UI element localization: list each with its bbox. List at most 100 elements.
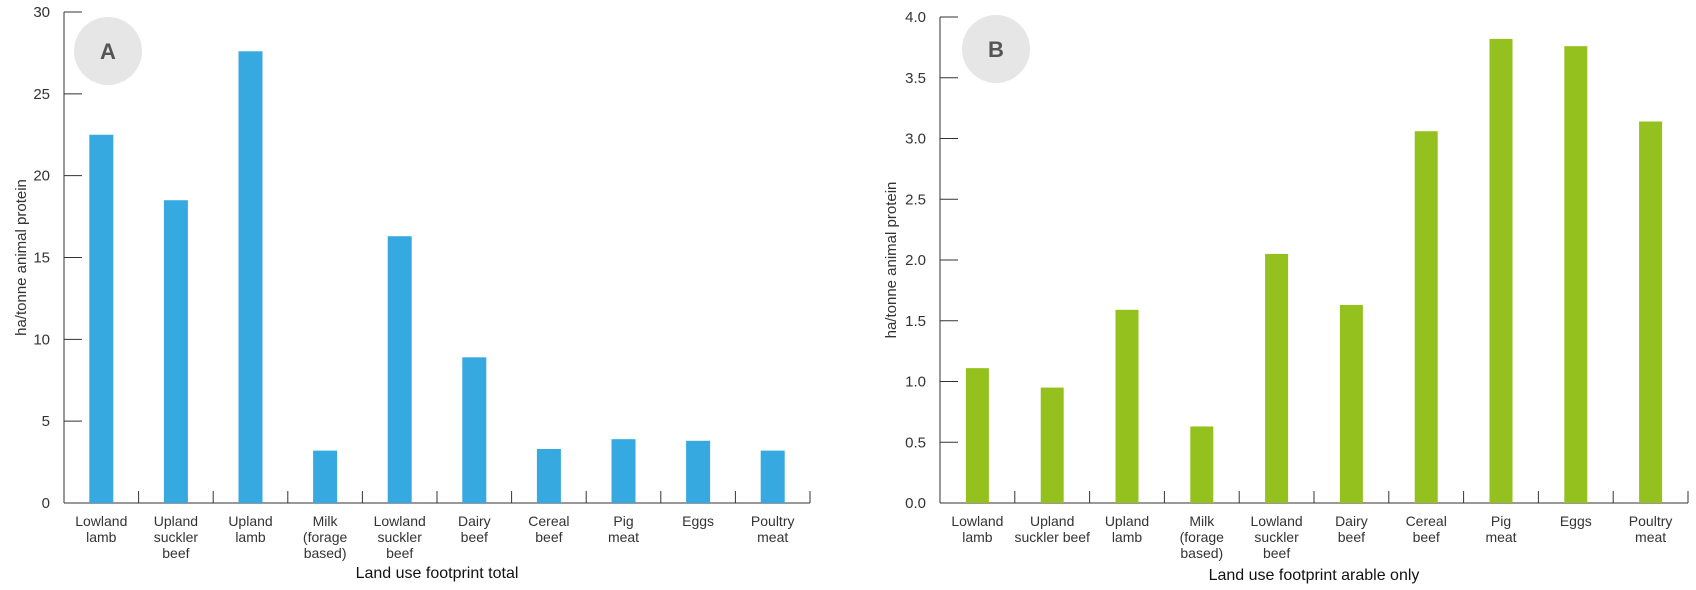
x-category-label-line: Upland xyxy=(1105,513,1149,529)
x-category-label: Dairy beef xyxy=(1335,513,1368,545)
x-category-label-line: Lowland xyxy=(1251,513,1303,529)
bar xyxy=(238,51,263,503)
x-category-label-line: lamb xyxy=(1112,529,1143,545)
bar xyxy=(1115,309,1139,503)
bar xyxy=(1414,131,1438,503)
y-tick-label: 20 xyxy=(33,168,50,185)
x-category-label-line: Poultry xyxy=(1629,513,1673,529)
bar xyxy=(387,236,412,503)
y-tick-label: 10 xyxy=(33,331,50,348)
y-tick-label: 1.5 xyxy=(905,313,926,330)
x-category-label-line: (forage xyxy=(1180,529,1225,545)
y-tick-label: 30 xyxy=(33,4,50,21)
x-category-label-line: Upland xyxy=(228,513,272,529)
y-tick-label: 15 xyxy=(33,250,50,267)
x-category-label-line: Pig xyxy=(613,513,633,529)
x-category-label: Milk (forage based) xyxy=(1180,513,1225,561)
x-category-label-line: based) xyxy=(1180,545,1223,561)
y-tick-label: 0 xyxy=(42,495,50,512)
y-tick-label: 0.0 xyxy=(905,495,926,512)
x-category-label: Upland lamb xyxy=(1105,513,1149,545)
x-category-label-line: beef xyxy=(162,545,189,561)
bar xyxy=(89,134,114,503)
y-tick-label: 5 xyxy=(42,413,50,430)
y-axis-title: ha/tonne animal protein xyxy=(13,179,30,336)
x-category-label-line: lamb xyxy=(86,529,117,545)
y-tick-label: 2.0 xyxy=(905,252,926,269)
x-category-label-line: suckler beef xyxy=(1014,529,1090,545)
y-axis-title: ha/tonne animal protein xyxy=(883,182,900,339)
x-category-label-line: Eggs xyxy=(1560,513,1592,529)
y-tick-label: 3.0 xyxy=(905,131,926,148)
x-category-label-line: Lowland xyxy=(75,513,127,529)
x-category-label: Cereal beef xyxy=(528,513,569,545)
x-category-label: Poultry meat xyxy=(751,513,795,545)
x-category-label-line: suckler xyxy=(1254,529,1299,545)
x-category-label-line: lamb xyxy=(235,529,266,545)
x-category-label-line: Milk xyxy=(313,513,339,529)
x-category-label-line: Cereal xyxy=(528,513,569,529)
y-tick-label: 4.0 xyxy=(905,9,926,26)
bar xyxy=(1564,46,1588,503)
panel-a-chart: A 0 5 10 15 20 25 30 ha/tonne animal protein Lowl… xyxy=(13,4,811,582)
x-category-label-line: Upland xyxy=(154,513,198,529)
panel-b-chart: B 0.0 0.5 1.0 1.5 2.0 2.5 3.0 3.5 4.0 ha/tonne ani… xyxy=(883,9,1689,584)
bar xyxy=(1489,38,1513,504)
bar xyxy=(536,448,561,503)
x-category-label-line: beef xyxy=(1413,529,1440,545)
x-category-label-line: Dairy xyxy=(458,513,491,529)
x-category-label: Upland suckler beef xyxy=(154,513,199,561)
x-category-label-line: based) xyxy=(304,545,347,561)
x-category-label: Lowland suckler beef xyxy=(374,513,426,561)
x-category-label: Lowland lamb xyxy=(951,513,1003,545)
x-category-label: Cereal beef xyxy=(1406,513,1447,545)
x-category-label-line: lamb xyxy=(962,529,993,545)
bar xyxy=(1265,253,1289,503)
bar xyxy=(1339,304,1363,503)
x-axis-title: Land use footprint total xyxy=(356,565,519,582)
y-tick-label: 25 xyxy=(33,86,50,103)
bar xyxy=(163,200,188,503)
x-category-label-line: Poultry xyxy=(751,513,795,529)
x-category-label-line: Upland xyxy=(1030,513,1074,529)
bar xyxy=(462,357,487,503)
x-category-label-line: meat xyxy=(757,529,788,545)
x-category-label-line: beef xyxy=(1338,529,1365,545)
x-category-label: Poultry meat xyxy=(1629,513,1673,545)
x-category-label-line: beef xyxy=(535,529,562,545)
panel-badge-label: B xyxy=(988,37,1004,62)
x-category-label-line: meat xyxy=(608,529,639,545)
y-tick-label: 1.0 xyxy=(905,374,926,391)
x-category-label: Pig meat xyxy=(1485,513,1516,545)
x-category-label-line: (forage xyxy=(303,529,348,545)
x-category-label-line: Milk xyxy=(1189,513,1215,529)
bar xyxy=(611,439,636,503)
bar xyxy=(313,450,338,503)
y-tick-label: 3.5 xyxy=(905,70,926,87)
y-tick-label: 0.5 xyxy=(905,434,926,451)
panel-badge xyxy=(74,17,142,85)
bar xyxy=(1190,426,1214,503)
x-category-label: Eggs xyxy=(682,513,714,529)
x-category-label-line: suckler xyxy=(154,529,199,545)
bar xyxy=(760,450,785,503)
x-category-label: Dairy beef xyxy=(458,513,491,545)
x-category-label-line: meat xyxy=(1635,529,1666,545)
x-category-label-line: meat xyxy=(1485,529,1516,545)
x-category-label-line: Pig xyxy=(1491,513,1511,529)
x-category-label-line: Dairy xyxy=(1335,513,1368,529)
x-category-label: Eggs xyxy=(1560,513,1592,529)
x-category-label-line: Lowland xyxy=(374,513,426,529)
bar xyxy=(1040,387,1064,503)
x-category-label-line: Lowland xyxy=(951,513,1003,529)
bar xyxy=(1639,121,1663,504)
x-category-label: Lowland suckler beef xyxy=(1251,513,1303,561)
bar xyxy=(686,440,711,503)
x-axis-title: Land use footprint arable only xyxy=(1209,567,1420,584)
x-category-label: Upland suckler beef xyxy=(1014,513,1090,545)
x-category-label-line: beef xyxy=(386,545,413,561)
panel-badge xyxy=(962,15,1030,83)
x-category-label-line: Cereal xyxy=(1406,513,1447,529)
y-tick-label: 2.5 xyxy=(905,191,926,208)
